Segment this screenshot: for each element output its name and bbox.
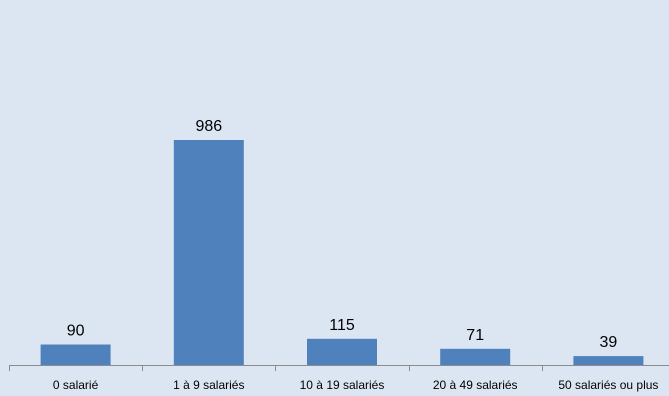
data-label: 986 bbox=[195, 118, 222, 135]
x-tick-label: 1 à 9 salariés bbox=[173, 378, 244, 392]
x-tick-label: 50 salariés ou plus bbox=[558, 378, 658, 392]
data-label: 71 bbox=[466, 327, 484, 344]
x-tick-label: 20 à 49 salariés bbox=[433, 378, 518, 392]
bar bbox=[307, 338, 377, 365]
data-labels-group: 90 986 115 71 39 bbox=[67, 118, 618, 351]
bar bbox=[173, 140, 244, 365]
x-tick-label: 10 à 19 salariés bbox=[300, 378, 385, 392]
x-tick-label: 0 salarié bbox=[53, 378, 99, 392]
bar bbox=[573, 356, 644, 365]
bar bbox=[440, 348, 511, 365]
bars-group bbox=[40, 140, 644, 365]
data-label: 115 bbox=[329, 317, 355, 334]
data-label: 90 bbox=[67, 323, 85, 340]
bar bbox=[40, 344, 111, 365]
data-label: 39 bbox=[600, 334, 618, 351]
x-axis: 0 salarié 1 à 9 salariés 10 à 19 salariés 2… bbox=[9, 365, 669, 392]
